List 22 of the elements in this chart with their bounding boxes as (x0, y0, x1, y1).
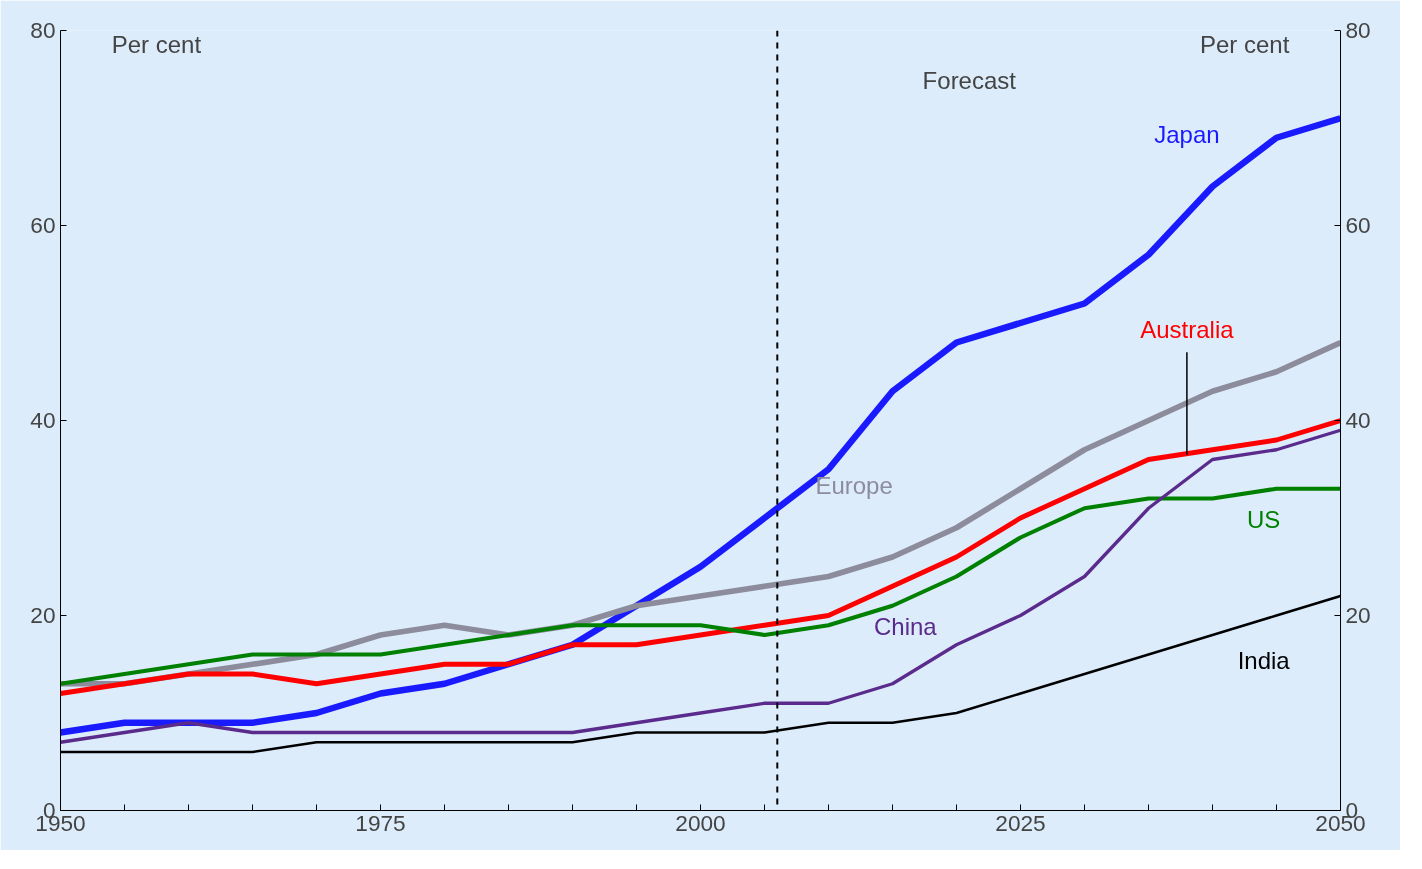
series-label: US (1247, 505, 1281, 533)
line-series (60, 418, 1341, 696)
line-series (60, 428, 1341, 744)
y2-tick-label: 80 (1345, 17, 1371, 43)
x-tick-label: 1975 (355, 809, 406, 836)
series-label: Japan (1154, 120, 1220, 148)
text: Australia (1140, 315, 1235, 343)
series-label: China (873, 612, 938, 640)
y2-tick-label: 60 (1345, 212, 1371, 238)
text: Europe (815, 471, 893, 499)
y2-axis-title: Per cent (1199, 30, 1290, 58)
y2-tick-label: 40 (1345, 407, 1371, 433)
y-axis-title: Per cent (111, 30, 202, 58)
x-tick-label: 2025 (995, 809, 1046, 836)
annotation: Forecast (922, 66, 1017, 94)
y-tick-label: 60 (30, 212, 56, 238)
y-tick-label: 80 (30, 17, 56, 43)
x-tick-label: 2000 (675, 809, 726, 836)
y-tick-label: 20 (30, 602, 56, 628)
y2-tick-label: 20 (1345, 602, 1371, 628)
series-label: India (1237, 647, 1291, 674)
y-tick-label: 40 (30, 407, 56, 433)
